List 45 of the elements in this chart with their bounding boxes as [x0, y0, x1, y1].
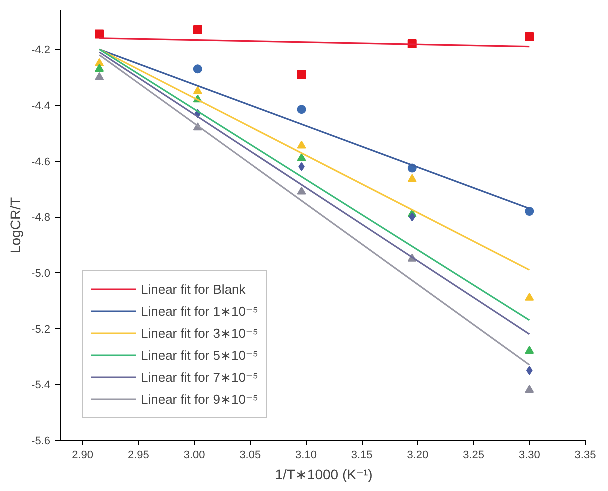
point [297, 140, 306, 149]
point [193, 26, 202, 35]
point [525, 292, 534, 301]
point [297, 105, 306, 114]
point [525, 32, 534, 42]
x-tick-label: 3.30 [518, 450, 540, 462]
point [297, 153, 306, 162]
legend-label: Linear fit for 3∗10⁻⁵ [141, 326, 258, 340]
point [409, 212, 416, 222]
point [525, 385, 534, 394]
legend-label: Linear fit for 7∗10⁻⁵ [141, 370, 258, 384]
x-tick-label: 3.20 [407, 450, 429, 462]
point [193, 64, 202, 74]
x-tick-label: 3.15 [351, 450, 373, 462]
y-tick-label: -4.8 [32, 212, 51, 224]
point [297, 186, 306, 195]
y-tick-label: -4.4 [32, 100, 51, 112]
point [526, 366, 533, 376]
y-tick-label: -5.4 [32, 380, 51, 392]
point [95, 72, 104, 80]
point [408, 174, 417, 182]
x-tick-label: 3.35 [574, 450, 596, 462]
x-tick-label: 3.05 [240, 450, 262, 462]
y-tick-label: -5.6 [32, 436, 51, 448]
point [95, 30, 104, 39]
x-tick-label: 3.00 [184, 450, 206, 462]
y-tick-label: -4.6 [32, 156, 51, 168]
x-axis-title: 1/T∗1000 (K⁻¹) [275, 466, 373, 482]
legend-label: Linear fit for 9∗10⁻⁵ [141, 392, 258, 406]
point [525, 346, 534, 354]
x-tick-label: 3.25 [463, 450, 485, 462]
point [297, 70, 306, 80]
x-tick-label: 2.90 [72, 450, 94, 462]
point [95, 64, 104, 72]
point [193, 86, 202, 94]
x-tick-label: 2.95 [128, 450, 150, 462]
y-tick-label: -4.2 [32, 44, 51, 57]
legend-label: Linear fit for 5∗10⁻⁵ [141, 348, 258, 362]
legend-label: Linear fit for Blank [141, 282, 246, 296]
point [525, 207, 534, 216]
x-tick-label: 3.10 [296, 450, 317, 462]
y-tick-label: -5.0 [32, 268, 51, 280]
legend-label: Linear fit for 1∗10⁻⁵ [141, 304, 258, 318]
y-tick-label: -5.2 [32, 324, 51, 336]
y-axis-title: LogCR/T [8, 197, 24, 254]
